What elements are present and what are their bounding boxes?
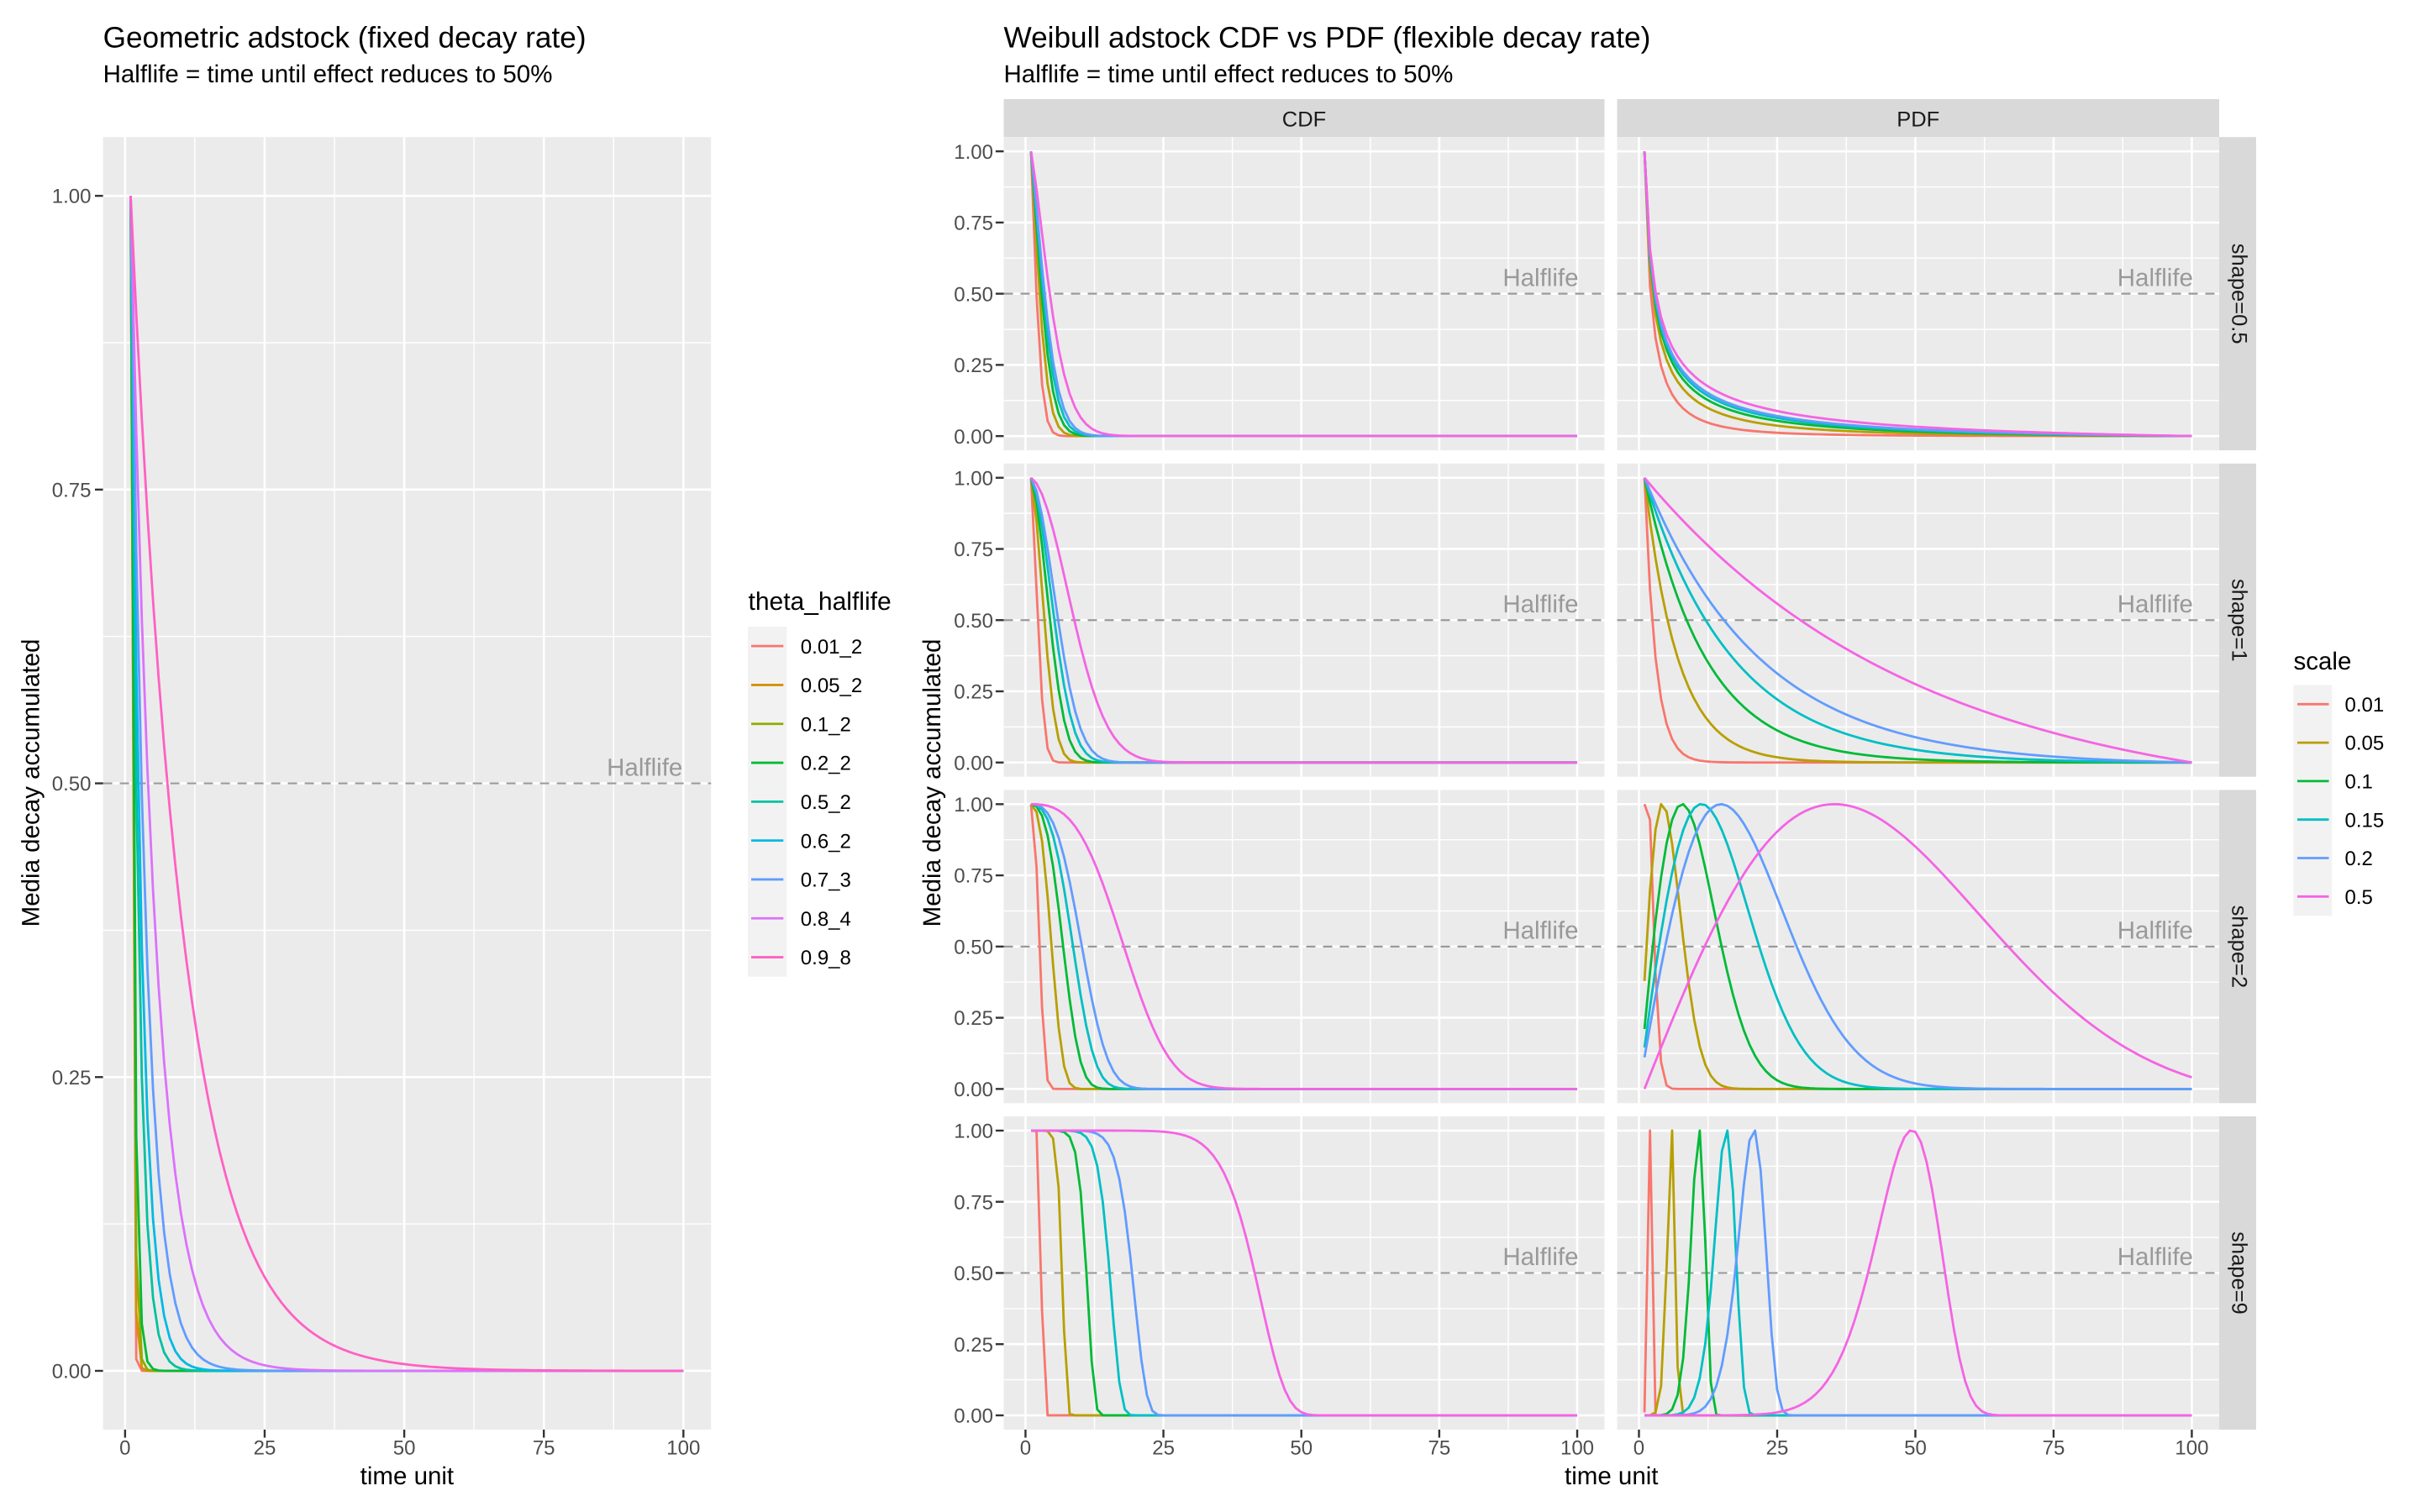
svg-text:0.75: 0.75	[954, 865, 993, 888]
svg-text:0.50: 0.50	[954, 610, 993, 633]
svg-text:Weibull adstock CDF vs PDF (fl: Weibull adstock CDF vs PDF (flexible dec…	[1004, 21, 1651, 54]
svg-text:0.05_2: 0.05_2	[801, 675, 862, 697]
svg-text:shape=9: shape=9	[2228, 1231, 2251, 1315]
svg-text:Halflife: Halflife	[2118, 1243, 2193, 1271]
svg-text:0: 0	[1020, 1437, 1031, 1460]
svg-text:1.00: 1.00	[954, 794, 993, 816]
svg-text:Halflife: Halflife	[1502, 917, 1578, 945]
svg-text:100: 100	[666, 1437, 700, 1460]
svg-text:100: 100	[2175, 1437, 2208, 1460]
svg-text:Halflife: Halflife	[1502, 1243, 1578, 1271]
svg-text:0.50: 0.50	[954, 936, 993, 958]
svg-text:Halflife = time until effect r: Halflife = time until effect reduces to …	[103, 60, 553, 88]
svg-text:shape=2: shape=2	[2228, 906, 2251, 989]
svg-text:0.00: 0.00	[954, 1079, 993, 1101]
svg-text:Halflife: Halflife	[2118, 264, 2193, 291]
svg-text:0.00: 0.00	[954, 1405, 993, 1428]
svg-text:0.75: 0.75	[954, 213, 993, 235]
svg-text:time unit: time unit	[1565, 1462, 1659, 1490]
svg-text:0.01_2: 0.01_2	[801, 636, 862, 659]
svg-text:1.00: 1.00	[954, 141, 993, 164]
svg-text:0.75: 0.75	[954, 1191, 993, 1214]
svg-text:75: 75	[1428, 1437, 1451, 1460]
svg-text:0.6_2: 0.6_2	[801, 830, 851, 853]
svg-text:shape=1: shape=1	[2228, 579, 2251, 662]
svg-text:0: 0	[1634, 1437, 1644, 1460]
svg-text:0.9_8: 0.9_8	[801, 947, 851, 969]
svg-text:Halflife: Halflife	[2118, 917, 2193, 945]
svg-text:theta_halflife: theta_halflife	[749, 588, 892, 616]
svg-text:0.7_3: 0.7_3	[801, 869, 851, 892]
svg-text:0.50: 0.50	[954, 1263, 993, 1285]
svg-text:0.75: 0.75	[52, 479, 92, 501]
svg-text:scale: scale	[2294, 648, 2352, 675]
svg-text:1.00: 1.00	[954, 1121, 993, 1143]
svg-text:100: 100	[1560, 1437, 1594, 1460]
svg-text:0.00: 0.00	[954, 752, 993, 774]
svg-text:Halflife: Halflife	[1502, 591, 1578, 618]
svg-text:Media decay accumulated: Media decay accumulated	[18, 639, 45, 927]
svg-text:0.2_2: 0.2_2	[801, 753, 851, 775]
svg-text:0.00: 0.00	[954, 426, 993, 449]
svg-text:Media decay accumulated: Media decay accumulated	[918, 639, 946, 927]
svg-text:0.25: 0.25	[954, 681, 993, 704]
svg-text:50: 50	[1904, 1437, 1927, 1460]
svg-text:25: 25	[254, 1437, 276, 1460]
svg-text:shape=0.5: shape=0.5	[2228, 244, 2251, 344]
svg-text:0.05: 0.05	[2345, 732, 2385, 755]
svg-text:25: 25	[1766, 1437, 1789, 1460]
svg-text:1.00: 1.00	[954, 467, 993, 490]
svg-text:0: 0	[119, 1437, 130, 1460]
svg-text:Halflife: Halflife	[2118, 591, 2193, 618]
svg-text:0.1: 0.1	[2345, 771, 2373, 794]
svg-text:PDF: PDF	[1897, 108, 1939, 132]
svg-text:1.00: 1.00	[52, 186, 92, 208]
svg-text:50: 50	[393, 1437, 416, 1460]
svg-text:0.25: 0.25	[954, 1334, 993, 1357]
svg-text:0.75: 0.75	[954, 538, 993, 561]
svg-text:75: 75	[533, 1437, 555, 1460]
svg-text:50: 50	[1290, 1437, 1313, 1460]
svg-text:CDF: CDF	[1282, 108, 1326, 132]
svg-text:time unit: time unit	[360, 1462, 455, 1490]
svg-text:0.1_2: 0.1_2	[801, 713, 851, 736]
svg-text:0.25: 0.25	[52, 1067, 92, 1089]
svg-text:0.5: 0.5	[2345, 886, 2373, 909]
svg-text:0.25: 0.25	[954, 354, 993, 377]
svg-text:0.15: 0.15	[2345, 809, 2385, 832]
svg-text:75: 75	[2043, 1437, 2065, 1460]
svg-text:Halflife: Halflife	[1502, 264, 1578, 291]
svg-text:0.00: 0.00	[52, 1361, 92, 1383]
svg-text:Geometric adstock (fixed decay: Geometric adstock (fixed decay rate)	[103, 21, 587, 54]
svg-text:0.8_4: 0.8_4	[801, 908, 851, 931]
svg-text:25: 25	[1152, 1437, 1175, 1460]
svg-text:Halflife = time until effect r: Halflife = time until effect reduces to …	[1004, 60, 1454, 88]
svg-text:0.2: 0.2	[2345, 848, 2373, 870]
svg-text:0.01: 0.01	[2345, 694, 2385, 717]
svg-text:0.50: 0.50	[52, 773, 92, 795]
svg-text:Halflife: Halflife	[607, 753, 682, 781]
svg-text:0.50: 0.50	[954, 283, 993, 306]
svg-text:0.25: 0.25	[954, 1007, 993, 1030]
svg-text:0.5_2: 0.5_2	[801, 791, 851, 814]
